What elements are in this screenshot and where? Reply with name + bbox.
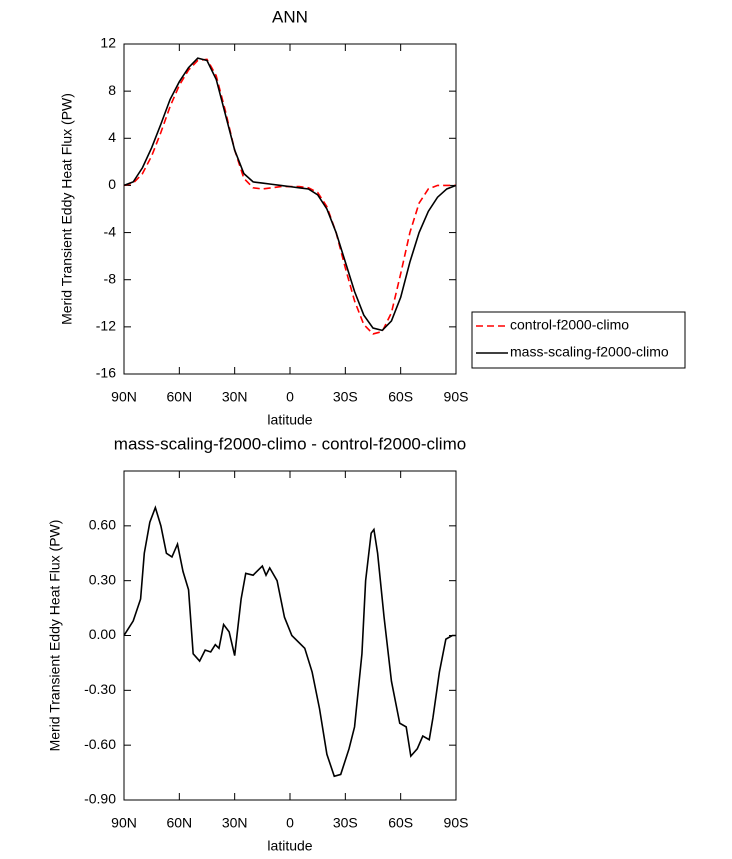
y-tick-label: 0.30 xyxy=(89,571,116,587)
y-axis-label: Merid Transient Eddy Heat Flux (PW) xyxy=(47,520,63,752)
x-tick-label: 90S xyxy=(444,815,469,831)
x-tick-label: 90N xyxy=(111,389,137,405)
y-tick-label: 4 xyxy=(108,129,116,145)
y-tick-label: -12 xyxy=(96,318,116,334)
y-tick-label: 0.00 xyxy=(89,626,116,642)
x-tick-label: 0 xyxy=(286,815,294,831)
chart-title: ANN xyxy=(272,7,308,26)
x-axis-label: latitude xyxy=(267,412,312,428)
x-tick-label: 90N xyxy=(111,815,137,831)
y-tick-label: -16 xyxy=(96,365,116,381)
x-tick-label: 60S xyxy=(388,815,413,831)
y-tick-label: 0 xyxy=(108,176,116,192)
series-line xyxy=(123,505,456,778)
x-tick-label: 60N xyxy=(166,815,192,831)
series-line xyxy=(123,57,457,332)
y-tick-label: -8 xyxy=(104,270,117,286)
chart-title: mass-scaling-f2000-climo - control-f2000… xyxy=(114,434,466,453)
x-axis-label: latitude xyxy=(267,838,312,854)
y-tick-label: -0.90 xyxy=(84,791,116,807)
legend-label: mass-scaling-f2000-climo xyxy=(510,344,669,360)
y-tick-label: -4 xyxy=(104,223,117,239)
plot-frame xyxy=(123,470,457,801)
x-tick-label: 0 xyxy=(286,389,294,405)
plot-frame xyxy=(123,43,457,375)
y-tick-label: -0.60 xyxy=(84,736,116,752)
x-tick-label: 30N xyxy=(222,815,248,831)
x-tick-label: 60S xyxy=(388,389,413,405)
x-tick-label: 30N xyxy=(222,389,248,405)
x-tick-label: 60N xyxy=(166,389,192,405)
series-line xyxy=(123,58,456,335)
y-tick-label: 0.60 xyxy=(89,517,116,533)
y-tick-label: 8 xyxy=(108,82,116,98)
legend-box xyxy=(471,311,686,369)
legend-label: control-f2000-climo xyxy=(510,317,629,333)
y-tick-label: -0.30 xyxy=(84,681,116,697)
y-tick-label: 12 xyxy=(100,35,116,51)
x-tick-label: 30S xyxy=(333,815,358,831)
x-tick-label: 30S xyxy=(333,389,358,405)
y-axis-label: Merid Transient Eddy Heat Flux (PW) xyxy=(59,93,75,325)
x-tick-label: 90S xyxy=(444,389,469,405)
